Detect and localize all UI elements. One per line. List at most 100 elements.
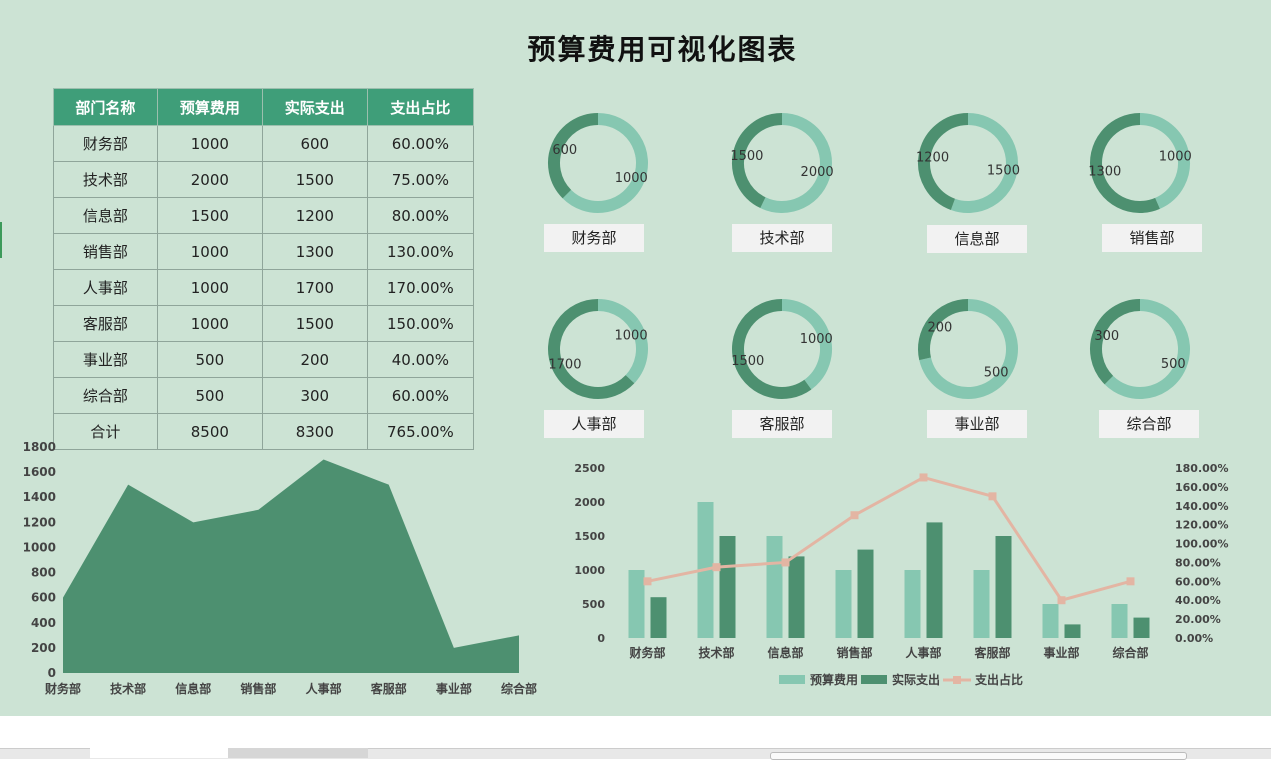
y-tick-label: 1400 — [23, 490, 56, 504]
table-cell: 客服部 — [53, 305, 158, 342]
table-header-cell: 实际支出 — [261, 88, 368, 126]
y-tick-label: 1600 — [23, 465, 56, 479]
donut-title: 客服部 — [732, 410, 832, 438]
budget-table: 部门名称 预算费用 实际支出 支出占比 财务部 1000 600 60.00% 技术部 2… — [53, 88, 475, 450]
x-tick-label: 技术部 — [698, 645, 734, 660]
y-tick-label: 1200 — [23, 515, 56, 529]
table-cell: 综合部 — [53, 377, 158, 414]
x-tick-label: 财务部 — [44, 681, 81, 696]
table-cell: 人事部 — [53, 269, 158, 306]
legend-swatch-budget — [779, 675, 805, 684]
x-tick-label: 综合部 — [501, 681, 537, 696]
table-row: 事业部 500 200 40.00% — [53, 341, 475, 378]
x-tick-label: 事业部 — [1043, 645, 1079, 660]
donut-data-label: 1000 — [615, 171, 648, 186]
donut-title: 销售部 — [1102, 224, 1202, 252]
donut-data-label: 1200 — [916, 151, 949, 166]
sheet-tab-dashboard[interactable] — [90, 748, 228, 758]
table-cell: 60.00% — [366, 125, 475, 162]
table-cell: 1000 — [156, 305, 263, 342]
table-cell: 合计 — [53, 413, 158, 450]
table-cell: 8500 — [156, 413, 263, 450]
y-tick-label: 2500 — [574, 462, 605, 475]
table-header-cell: 预算费用 — [156, 88, 263, 126]
bar-budget — [1042, 604, 1059, 638]
bar-actual — [995, 536, 1012, 638]
table-cell: 1000 — [156, 233, 263, 270]
y-tick-label: 1800 — [23, 440, 56, 454]
table-row: 客服部 1000 1500 150.00% — [53, 305, 475, 342]
table-row: 销售部 1000 1300 130.00% — [53, 233, 475, 270]
x-tick-label: 人事部 — [306, 681, 342, 696]
y2-tick-label: 140.00% — [1175, 500, 1228, 513]
horizontal-scrollbar[interactable] — [770, 752, 1187, 760]
donut-data-label: 200 — [927, 321, 952, 336]
bar-budget — [766, 536, 783, 638]
y2-tick-label: 60.00% — [1175, 575, 1221, 588]
table-header-row: 部门名称 预算费用 实际支出 支出占比 — [53, 88, 475, 126]
line-marker — [712, 563, 721, 572]
table-cell: 1000 — [156, 125, 263, 162]
donut-slice-actual — [918, 299, 969, 361]
line-marker — [988, 492, 997, 501]
donut-slice-budget — [919, 299, 1018, 399]
sheet-tab-detail[interactable] — [228, 748, 368, 758]
donut-slice-budget — [597, 299, 648, 384]
table-cell: 60.00% — [366, 377, 475, 414]
donut-chart: 500 200 — [918, 299, 1018, 399]
dashboard-canvas: 预算费用可视化图表 部门名称 预算费用 实际支出 支出占比 财务部 1000 600… — [0, 0, 1271, 716]
bar-actual — [650, 597, 667, 638]
y-tick-label: 1500 — [574, 530, 605, 543]
donut-slice-budget — [1104, 299, 1190, 399]
y-tick-label: 1000 — [23, 540, 56, 554]
table-cell: 130.00% — [366, 233, 475, 270]
donut-chart: 1500 1200 — [916, 113, 1020, 213]
table-cell: 1500 — [261, 161, 368, 198]
legend-marker-ratio — [953, 676, 961, 684]
donut-data-label: 1500 — [731, 354, 764, 369]
y-tick-label: 400 — [31, 616, 56, 630]
donut-data-label: 600 — [552, 143, 577, 158]
donut-data-label: 300 — [1094, 329, 1119, 344]
bar-actual — [1064, 624, 1081, 638]
table-cell: 1500 — [261, 305, 368, 342]
donut-chart: 1000 600 — [548, 113, 648, 213]
y-tick-label: 1000 — [574, 564, 605, 577]
legend-swatch-actual — [861, 675, 887, 684]
y-tick-label: 600 — [31, 591, 56, 605]
table-header-cell: 部门名称 — [53, 88, 158, 126]
y-tick-label: 0 — [48, 666, 56, 680]
donut-slice-budget — [950, 113, 1018, 213]
donut-data-label: 1000 — [1159, 150, 1192, 165]
donut-chart: 2000 1500 — [730, 113, 834, 213]
y2-tick-label: 40.00% — [1175, 594, 1221, 607]
line-marker — [1057, 596, 1066, 605]
donut-data-label: 500 — [1161, 357, 1186, 372]
combo-chart: 0 500 1000 1500 2000 2500 0.00% 20.00% 40.00% 60.… — [574, 462, 1228, 687]
donut-title: 事业部 — [927, 410, 1027, 438]
line-marker — [1126, 577, 1135, 586]
bar-budget — [835, 570, 852, 638]
bar-actual — [1133, 617, 1150, 638]
donut-title: 综合部 — [1099, 410, 1199, 438]
bar-budget — [628, 570, 645, 638]
donut-slice-budget — [562, 113, 648, 213]
donut-slice-actual — [1090, 299, 1141, 385]
table-cell: 80.00% — [366, 197, 475, 234]
donut-title: 人事部 — [544, 410, 644, 438]
donut-slice-actual — [548, 299, 635, 399]
donut-chart: 500 300 — [1090, 299, 1190, 399]
x-tick-label: 销售部 — [240, 681, 276, 696]
donut-data-label: 500 — [984, 365, 1009, 380]
y-tick-label: 800 — [31, 566, 56, 580]
donut-title: 信息部 — [927, 225, 1027, 253]
table-cell: 170.00% — [366, 269, 475, 306]
bar-budget — [973, 570, 990, 638]
x-tick-label: 技术部 — [110, 681, 146, 696]
legend-label: 预算费用 — [810, 672, 858, 687]
y-tick-label: 2000 — [574, 496, 605, 509]
donut-data-label: 2000 — [801, 165, 834, 180]
x-tick-label: 信息部 — [767, 645, 803, 660]
y2-tick-label: 120.00% — [1175, 519, 1228, 532]
legend-label: 支出占比 — [974, 672, 1023, 687]
